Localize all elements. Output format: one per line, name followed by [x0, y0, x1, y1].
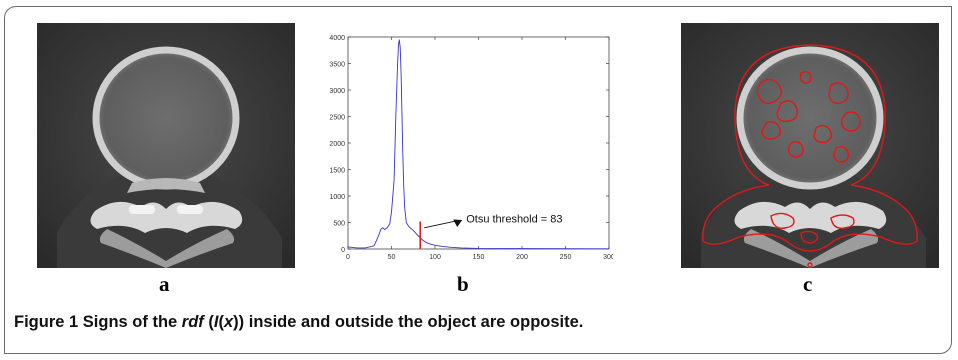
y-tick-label: 3500: [329, 62, 345, 69]
panel-label-c: c: [803, 272, 813, 296]
caption-text: Signs of the rdf (I(x)) inside and outsi…: [83, 313, 584, 331]
y-tick-label: 2000: [329, 141, 345, 148]
y-tick-label: 0: [341, 247, 345, 254]
y-tick-label: 3000: [329, 88, 345, 95]
x-tick-label: 200: [516, 254, 528, 261]
histogram-line: [347, 39, 610, 250]
annotation-label: Otsu threshold = 83: [466, 214, 562, 226]
figure-caption: Figure 1 Signs of the rdf (I(x)) inside …: [14, 313, 583, 332]
caption-part-4: )) inside and outside the object are opp…: [233, 313, 584, 331]
caption-part-3: (: [218, 313, 224, 331]
y-tick-label: 1000: [329, 194, 345, 201]
annotation-arrow-line: [424, 220, 457, 229]
ct-image-a: [37, 23, 295, 268]
caption-part-2: (: [203, 313, 214, 331]
annotation-arrowhead: [453, 219, 463, 227]
y-tick-label: 2500: [329, 115, 345, 122]
ct-image-c-contour: [681, 23, 939, 268]
histogram-chart: 0 500 1000 1500 2000 2500 3000 3500 4000 0 50 100 15…: [329, 35, 613, 261]
x-tick-label: 50: [388, 254, 396, 261]
x-tick-label: 0: [346, 254, 350, 261]
x-tick-label: 250: [560, 254, 572, 261]
x-tick-label: 100: [429, 254, 441, 261]
y-tick-label: 4000: [329, 35, 345, 42]
x-tick-label: 300: [603, 254, 613, 261]
figure-frame: [4, 6, 952, 354]
caption-part-1: Signs of the: [82, 313, 182, 331]
y-tick-label: 500: [333, 221, 345, 228]
caption-x: x: [223, 313, 234, 331]
caption-I: I: [213, 313, 219, 331]
panel-label-b: b: [457, 272, 469, 296]
x-tick-label: 150: [473, 254, 485, 261]
panel-label-a: a: [159, 272, 170, 296]
caption-rdf: rdf: [181, 313, 204, 331]
figure-number: Figure 1: [14, 313, 79, 331]
y-tick-label: 1500: [329, 168, 345, 175]
